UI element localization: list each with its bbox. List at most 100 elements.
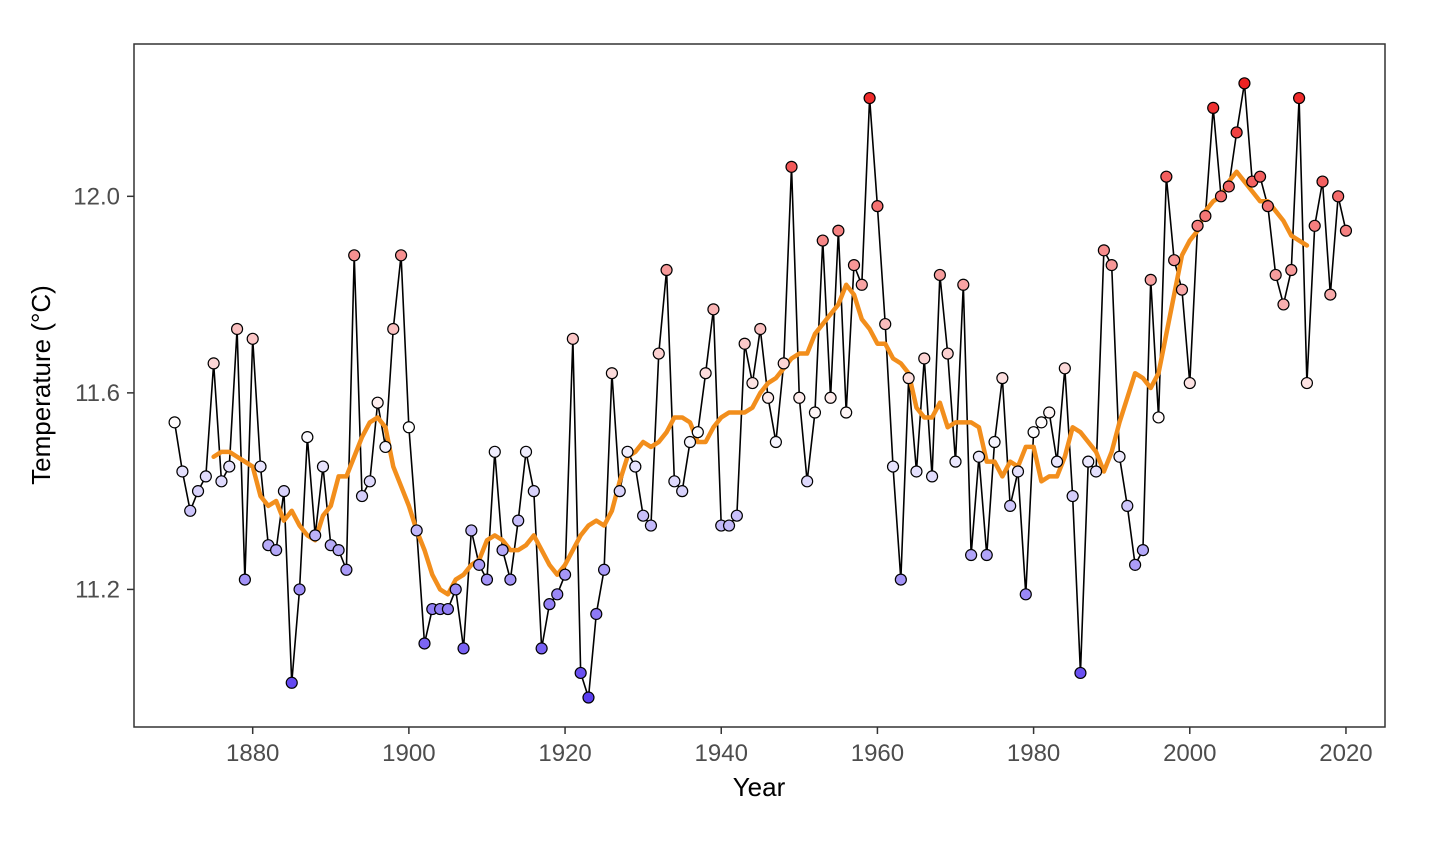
data-point bbox=[660, 263, 673, 277]
data-point bbox=[652, 347, 665, 360]
data-point bbox=[949, 455, 962, 468]
data-point bbox=[1019, 588, 1032, 601]
data-point bbox=[1050, 455, 1064, 468]
data-point bbox=[996, 372, 1009, 385]
data-point bbox=[668, 475, 681, 488]
data-point bbox=[1222, 180, 1235, 193]
data-point bbox=[730, 509, 743, 522]
data-point bbox=[808, 406, 822, 419]
data-point bbox=[293, 583, 306, 596]
data-point bbox=[527, 485, 540, 498]
data-point bbox=[1152, 411, 1165, 424]
data-point bbox=[621, 445, 634, 458]
data-point bbox=[691, 426, 704, 439]
data-point bbox=[199, 470, 212, 483]
data-point bbox=[348, 249, 361, 262]
data-point bbox=[886, 460, 900, 473]
data-point bbox=[761, 391, 775, 404]
data-point bbox=[1261, 200, 1274, 213]
data-point bbox=[879, 317, 892, 331]
data-point bbox=[1058, 362, 1071, 375]
data-point bbox=[254, 460, 267, 473]
data-point bbox=[988, 435, 1001, 449]
data-point bbox=[277, 485, 291, 498]
data-point bbox=[215, 475, 228, 488]
data-point bbox=[1253, 170, 1267, 183]
y-axis: 11.2 11.6 12.0 bbox=[73, 183, 134, 603]
data-point bbox=[1136, 544, 1150, 557]
x-tick-label: 1940 bbox=[695, 740, 748, 767]
data-point bbox=[855, 278, 868, 291]
data-point bbox=[605, 367, 619, 380]
data-point bbox=[824, 391, 837, 404]
data-point bbox=[1066, 489, 1079, 503]
data-point bbox=[863, 91, 876, 105]
data-point bbox=[1300, 376, 1314, 390]
data-point bbox=[543, 598, 556, 611]
data-point bbox=[535, 642, 548, 655]
x-tick-label: 1920 bbox=[538, 740, 591, 767]
data-point bbox=[496, 544, 509, 557]
x-tick-label: 1880 bbox=[226, 740, 279, 767]
data-point bbox=[558, 568, 572, 581]
data-point bbox=[925, 470, 939, 483]
running-mean-line bbox=[211, 169, 1310, 597]
data-point bbox=[301, 430, 314, 444]
data-point bbox=[637, 509, 650, 522]
x-tick-label: 1960 bbox=[851, 740, 904, 767]
data-point bbox=[746, 376, 759, 390]
data-point bbox=[519, 445, 533, 458]
data-point bbox=[1027, 426, 1040, 439]
data-point bbox=[629, 460, 642, 473]
data-point bbox=[1285, 263, 1298, 277]
plot-panel-border bbox=[133, 43, 1386, 728]
data-point bbox=[1097, 244, 1110, 257]
data-point bbox=[1339, 224, 1353, 237]
data-point bbox=[1011, 465, 1025, 478]
data-point bbox=[387, 322, 400, 336]
data-point bbox=[449, 583, 462, 596]
data-point bbox=[777, 357, 790, 370]
data-point bbox=[363, 475, 376, 488]
data-point bbox=[1183, 376, 1196, 390]
data-point bbox=[394, 249, 408, 262]
data-point bbox=[1160, 170, 1173, 183]
data-point bbox=[1129, 558, 1142, 571]
data-point bbox=[613, 485, 626, 498]
data-point bbox=[1238, 77, 1251, 90]
data-point bbox=[1269, 268, 1282, 282]
data-point bbox=[168, 416, 181, 429]
data-point bbox=[238, 573, 251, 586]
data-point bbox=[793, 391, 806, 404]
data-point bbox=[1277, 298, 1290, 311]
data-point bbox=[902, 372, 915, 385]
y-tick-label: 11.2 bbox=[75, 576, 120, 603]
data-point bbox=[1074, 666, 1087, 680]
data-point bbox=[894, 573, 907, 586]
data-point bbox=[1308, 219, 1321, 232]
data-point bbox=[551, 588, 564, 601]
data-point bbox=[1199, 209, 1212, 223]
data-point bbox=[1105, 259, 1118, 272]
data-point bbox=[847, 259, 861, 272]
data-point bbox=[769, 435, 782, 449]
data-point bbox=[309, 529, 322, 542]
data-point bbox=[574, 666, 587, 680]
data-point bbox=[980, 548, 993, 562]
data-point bbox=[340, 563, 353, 576]
data-point bbox=[941, 347, 954, 360]
data-point bbox=[191, 485, 205, 498]
data-point bbox=[816, 234, 829, 247]
x-tick-label: 2020 bbox=[1319, 740, 1372, 767]
data-point bbox=[465, 524, 478, 537]
data-point bbox=[488, 445, 501, 458]
data-point bbox=[270, 544, 283, 557]
data-point bbox=[402, 421, 415, 434]
x-axis: 1880 1900 1920 1940 1960 1980 2000 2020 bbox=[226, 727, 1373, 767]
data-point bbox=[683, 435, 697, 449]
data-point bbox=[441, 602, 455, 616]
data-point bbox=[910, 465, 923, 478]
data-point bbox=[332, 544, 345, 557]
